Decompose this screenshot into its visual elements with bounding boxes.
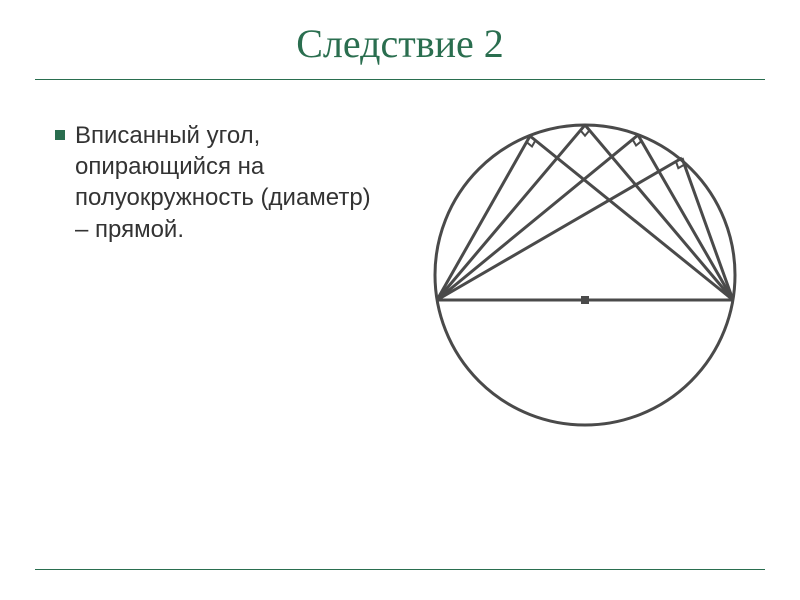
- bullet-icon: [55, 130, 65, 140]
- slide-title: Следствие 2: [35, 20, 765, 67]
- footer-line: [35, 569, 765, 570]
- body-text: Вписанный угол, опирающийся на полуокруж…: [75, 120, 375, 245]
- content-row: Вписанный угол, опирающийся на полуокруж…: [35, 110, 765, 440]
- title-underline: [35, 79, 765, 80]
- text-block: Вписанный угол, опирающийся на полуокруж…: [55, 110, 375, 245]
- geometry-diagram: [405, 110, 765, 440]
- circle-diagram-svg: [420, 110, 750, 440]
- slide-container: Следствие 2 Вписанный угол, опирающийся …: [0, 0, 800, 600]
